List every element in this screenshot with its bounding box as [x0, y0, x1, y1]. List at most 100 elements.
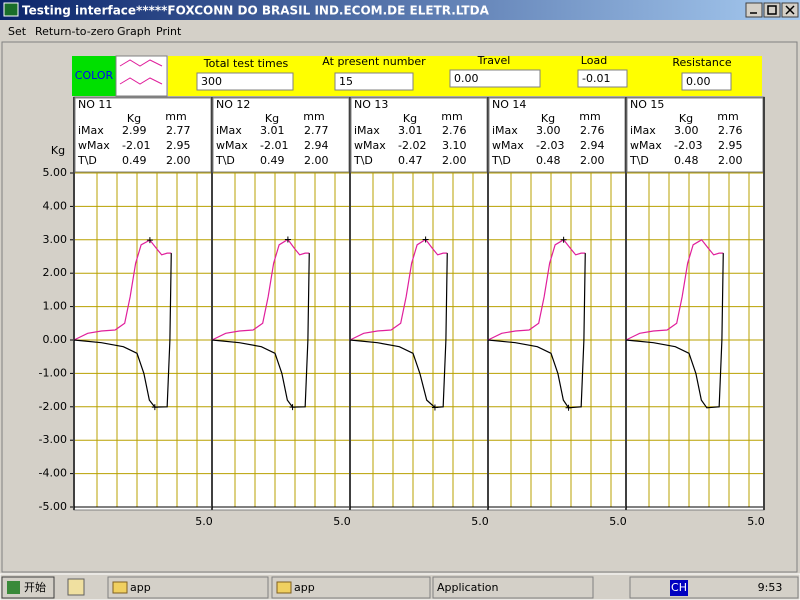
info-box	[626, 97, 764, 173]
peak-marker	[431, 404, 438, 411]
panel-title: NO 14	[492, 98, 526, 111]
info-box	[350, 97, 488, 173]
row-mm: 2.77	[304, 124, 329, 137]
x-tick-label: 5.0	[609, 515, 627, 528]
row-label: iMax	[216, 124, 242, 137]
row-label: iMax	[354, 124, 380, 137]
task-label: app	[130, 581, 151, 594]
y-tick-label: -1.00	[39, 366, 67, 379]
row-mm: 2.76	[442, 124, 467, 137]
panel-title: NO 15	[630, 98, 664, 111]
task-button[interactable]	[271, 576, 431, 599]
y-tick-label: 3.00	[43, 233, 68, 246]
row-label: iMax	[492, 124, 518, 137]
language-indicator[interactable]	[670, 580, 688, 596]
curve	[487, 253, 586, 409]
color-label: COLOR	[75, 69, 114, 82]
menu-item[interactable]: Graph	[117, 25, 151, 38]
peak-marker	[422, 236, 429, 243]
field-label: Total test times	[203, 57, 289, 70]
row-mm: 2.95	[166, 139, 191, 152]
field-value: 0.00	[454, 72, 479, 85]
field-input[interactable]	[334, 72, 414, 91]
task-button[interactable]	[107, 576, 269, 599]
peak-marker	[565, 404, 572, 411]
header-kg: Kg	[127, 112, 141, 125]
row-label: iMax	[630, 124, 656, 137]
task-button[interactable]	[432, 576, 594, 599]
row-mm: 2.00	[718, 154, 743, 167]
row-label: T\D	[353, 154, 373, 167]
fields: Total test times 300 At present number 15 Tr…	[196, 54, 732, 91]
field-label: At present number	[322, 55, 426, 68]
task-list: app app Application	[107, 576, 594, 599]
charts: Kg 5.00 4.00 3.00 2.00 1.00 0.00 -1.00 -2.00 -3.0…	[39, 96, 765, 528]
field-input[interactable]	[681, 72, 732, 91]
field-input[interactable]	[577, 69, 628, 88]
row-mm: 2.76	[718, 124, 743, 137]
task-label: app	[294, 581, 315, 594]
row-label: wMax	[630, 139, 662, 152]
curve	[349, 238, 448, 341]
row-label: T\D	[491, 154, 511, 167]
row-mm: 2.00	[442, 154, 467, 167]
field-label: Load	[581, 54, 607, 67]
folder-icon	[276, 581, 292, 594]
y-tick-label: 2.00	[43, 266, 68, 279]
info-box	[74, 97, 212, 173]
row-mm: 3.10	[442, 139, 467, 152]
info-box	[212, 97, 350, 173]
row-kg: 0.48	[674, 154, 699, 167]
peak-marker	[146, 237, 153, 244]
y-tick-label: 5.00	[43, 166, 68, 179]
curve	[349, 253, 448, 409]
x-tick-label: 5.0	[471, 515, 489, 528]
color-box[interactable]	[72, 56, 116, 96]
y-axis-label: Kg	[51, 144, 65, 157]
field-input[interactable]	[196, 72, 294, 91]
y-tick-label: -4.00	[39, 467, 67, 480]
row-kg: 0.49	[260, 154, 285, 167]
row-kg: 3.00	[674, 124, 699, 137]
y-tick-label: -5.00	[39, 500, 67, 513]
row-kg: 2.99	[122, 124, 147, 137]
row-kg: 3.00	[536, 124, 561, 137]
y-tick-label: -3.00	[39, 433, 67, 446]
row-kg: -2.01	[122, 139, 150, 152]
menu-item[interactable]: Return-to-zero	[35, 25, 115, 38]
row-mm: 2.94	[304, 139, 329, 152]
row-label: wMax	[354, 139, 386, 152]
field-input[interactable]	[449, 69, 541, 88]
maximize-button[interactable]	[763, 2, 781, 18]
menu-item[interactable]: Print	[156, 25, 182, 38]
header-mm: mm	[441, 110, 462, 123]
minimize-button[interactable]	[745, 2, 763, 18]
x-tick-label: 5.0	[195, 515, 213, 528]
row-kg: 0.49	[122, 154, 147, 167]
header-mm: mm	[303, 110, 324, 123]
row-label: wMax	[78, 139, 110, 152]
curve	[73, 253, 172, 408]
panel-title: NO 12	[216, 98, 250, 111]
row-label: T\D	[215, 154, 235, 167]
folder-icon	[112, 581, 128, 594]
row-mm: 2.95	[718, 139, 743, 152]
field-label: Travel	[477, 54, 511, 67]
menu-item[interactable]: Set	[8, 25, 27, 38]
peak-marker	[151, 404, 158, 411]
field-label: Resistance	[672, 56, 732, 69]
row-mm: 2.00	[304, 154, 329, 167]
row-mm: 2.94	[580, 139, 605, 152]
window-buttons	[745, 2, 799, 18]
row-mm: 2.76	[580, 124, 605, 137]
start-icon	[7, 581, 20, 594]
y-tick-label: -2.00	[39, 400, 67, 413]
color-swatch	[115, 55, 168, 97]
curve	[487, 239, 586, 341]
window-title: Testing interface*****FOXCONN DO BRASIL …	[22, 4, 490, 18]
quick-launch-icon[interactable]	[67, 578, 85, 596]
swatch-lines	[119, 59, 163, 85]
row-label: wMax	[216, 139, 248, 152]
field-value: 300	[201, 75, 222, 88]
